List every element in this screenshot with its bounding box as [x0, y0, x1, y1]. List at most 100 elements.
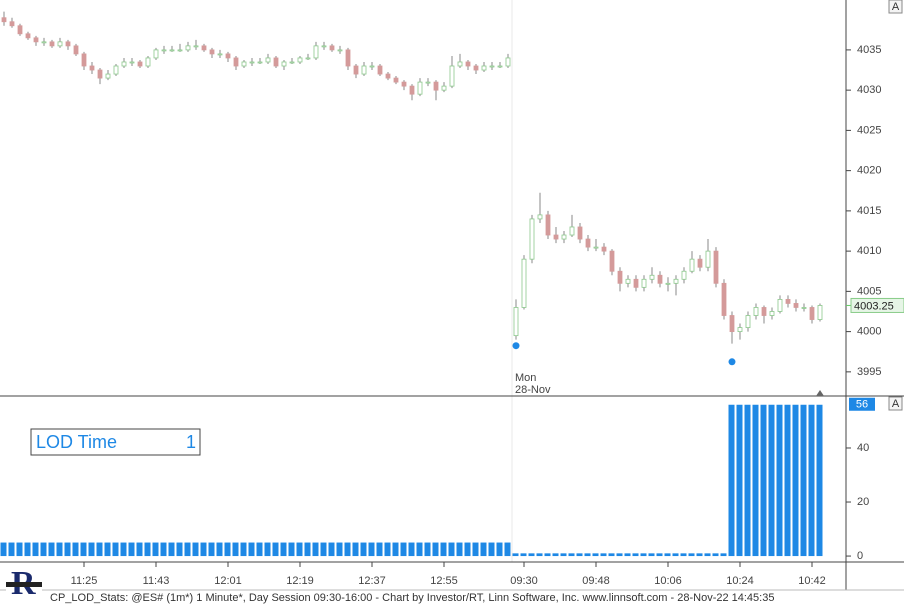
y-tick-label: 4000 — [857, 326, 881, 338]
bar — [32, 542, 39, 557]
candle-body — [201, 45, 207, 51]
candle-body — [585, 238, 591, 248]
x-tick-label: 12:37 — [358, 575, 386, 587]
bar — [720, 553, 727, 557]
candle-body — [297, 57, 303, 63]
candle-body — [633, 278, 639, 288]
session-day: Mon — [515, 372, 536, 384]
candle-body — [729, 315, 735, 333]
bar — [88, 542, 95, 557]
bar — [240, 542, 247, 557]
bar — [320, 542, 327, 557]
candle-body — [25, 33, 31, 39]
candle-body — [593, 246, 599, 249]
bar — [160, 542, 167, 557]
candle-body — [89, 65, 95, 71]
bar — [416, 542, 423, 557]
last-price-box — [850, 297, 904, 313]
bar — [384, 542, 391, 557]
candle-body — [785, 299, 791, 304]
bar — [192, 542, 199, 557]
candle-body — [193, 45, 199, 48]
bar — [104, 542, 111, 557]
candle-body — [129, 61, 135, 64]
x-tick-label: 11:25 — [71, 575, 98, 587]
candle-body — [233, 57, 239, 67]
bar — [464, 542, 471, 557]
candle-body — [449, 65, 455, 87]
bar — [808, 404, 815, 557]
bar — [24, 542, 31, 557]
candle-body — [321, 45, 327, 48]
candle-body — [209, 49, 215, 55]
bar — [688, 553, 695, 557]
bar — [448, 542, 455, 557]
candle-body — [457, 61, 463, 67]
bar — [432, 542, 439, 557]
button-label[interactable]: A — [892, 398, 900, 410]
candle-body — [281, 61, 287, 67]
bar — [712, 553, 719, 557]
bar — [8, 542, 15, 557]
candle-body — [713, 250, 719, 284]
bar — [544, 553, 551, 557]
candle-body — [81, 53, 87, 67]
bar — [744, 404, 751, 557]
candle-body — [577, 226, 583, 240]
candle-body — [465, 61, 471, 67]
bar — [664, 553, 671, 557]
bar — [704, 553, 711, 557]
candle-body — [337, 49, 343, 52]
candle-body — [65, 41, 71, 47]
x-tick-label: 10:42 — [798, 575, 826, 587]
scale-button[interactable]: A — [888, 0, 903, 14]
bar — [440, 542, 447, 557]
bar — [200, 542, 207, 557]
bar — [120, 542, 127, 557]
bar — [592, 553, 599, 557]
bar — [344, 542, 351, 557]
bar — [136, 542, 143, 557]
candle-body — [801, 307, 807, 309]
scale-button[interactable]: A — [888, 396, 903, 411]
candle-body — [737, 327, 743, 333]
candle-body — [473, 65, 479, 71]
bar — [72, 542, 79, 557]
candle-body — [113, 65, 119, 75]
bar — [168, 542, 175, 557]
bar — [608, 553, 615, 557]
bar — [768, 404, 775, 557]
candle-body — [649, 274, 655, 280]
bar — [144, 542, 151, 557]
logo: R — [6, 564, 42, 604]
candle-body — [745, 315, 751, 328]
y-tick-label: 4025 — [857, 124, 881, 136]
bar — [760, 404, 767, 557]
bar — [232, 542, 239, 557]
y-tick-label: 4030 — [857, 84, 881, 96]
bar — [408, 542, 415, 557]
bar — [216, 542, 223, 557]
bar — [552, 553, 559, 557]
y-tick-label: 3995 — [857, 366, 881, 378]
button-label[interactable]: A — [892, 1, 900, 13]
bar — [392, 542, 399, 557]
bar — [736, 404, 743, 557]
session-date: 28-Nov — [515, 384, 551, 396]
candle-body — [1, 17, 7, 23]
bar — [352, 542, 359, 557]
candle-body — [625, 278, 631, 284]
candle-body — [489, 65, 495, 68]
bar — [328, 542, 335, 557]
bar — [112, 542, 119, 557]
candle-body — [545, 214, 551, 236]
candle-body — [689, 258, 695, 272]
bar — [304, 542, 311, 557]
y-tick-label: 40 — [857, 442, 869, 454]
candle-body — [409, 85, 415, 95]
candle-body — [73, 45, 79, 55]
candle-body — [417, 81, 423, 95]
candle-body — [609, 250, 615, 272]
bar — [16, 542, 23, 557]
candle-body — [33, 37, 39, 43]
